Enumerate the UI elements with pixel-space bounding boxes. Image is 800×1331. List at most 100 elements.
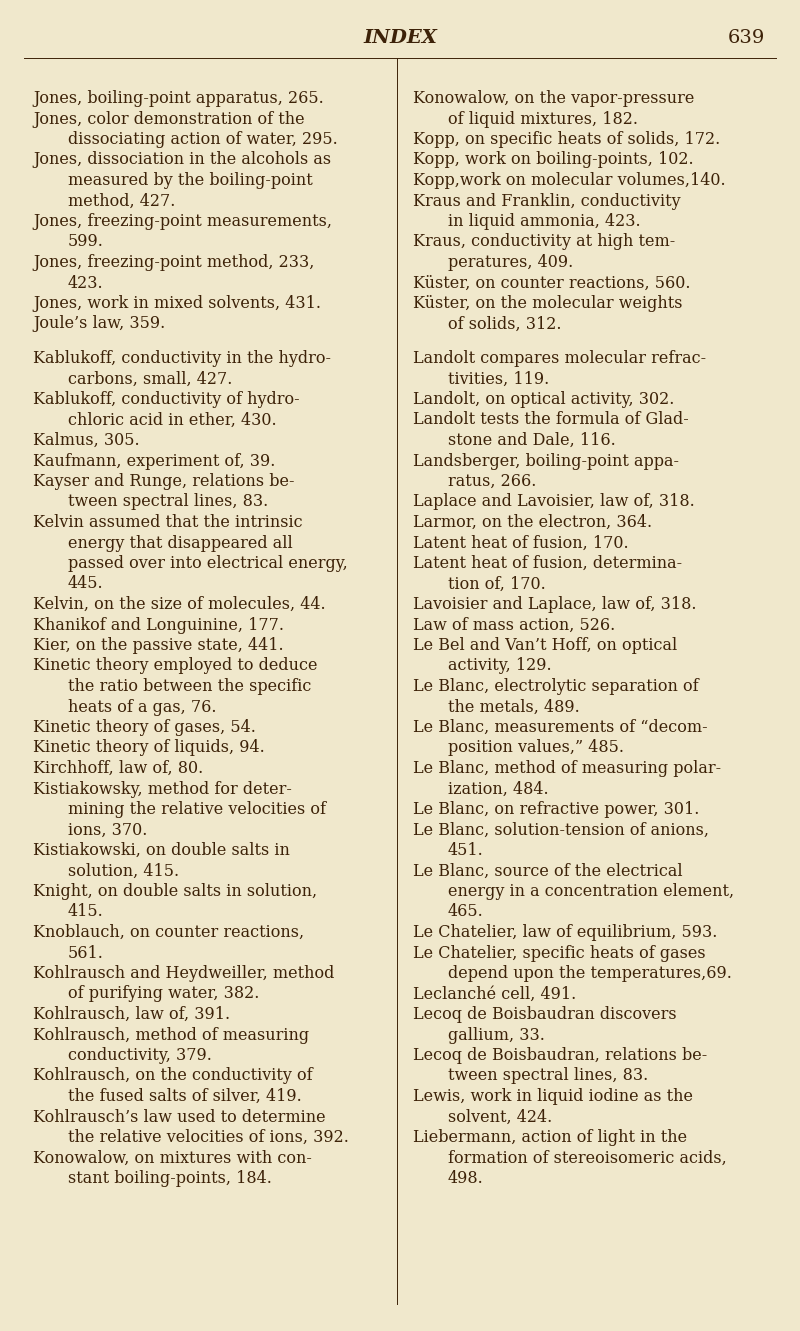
Text: Khanikof and Longuinine, 177.: Khanikof and Longuinine, 177. <box>33 616 284 634</box>
Text: in liquid ammonia, 423.: in liquid ammonia, 423. <box>448 213 641 230</box>
Text: Kalmus, 305.: Kalmus, 305. <box>33 433 140 449</box>
Text: 445.: 445. <box>68 575 104 592</box>
Text: 451.: 451. <box>448 843 484 858</box>
Text: tivities, 119.: tivities, 119. <box>448 370 550 387</box>
Text: Leclanché cell, 491.: Leclanché cell, 491. <box>413 985 576 1002</box>
Text: Jones, freezing-point measurements,: Jones, freezing-point measurements, <box>33 213 332 230</box>
Text: energy in a concentration element,: energy in a concentration element, <box>448 882 734 900</box>
Text: Liebermann, action of light in the: Liebermann, action of light in the <box>413 1129 687 1146</box>
Text: Kinetic theory employed to deduce: Kinetic theory employed to deduce <box>33 658 318 675</box>
Text: 465.: 465. <box>448 904 484 921</box>
Text: Kopp, work on boiling-points, 102.: Kopp, work on boiling-points, 102. <box>413 152 694 169</box>
Text: conductivity, 379.: conductivity, 379. <box>68 1047 212 1063</box>
Text: 639: 639 <box>728 29 765 47</box>
Text: Kohlrausch and Heydweiller, method: Kohlrausch and Heydweiller, method <box>33 965 334 982</box>
Text: Law of mass action, 526.: Law of mass action, 526. <box>413 616 615 634</box>
Text: Le Blanc, method of measuring polar-: Le Blanc, method of measuring polar- <box>413 760 721 777</box>
Text: Le Chatelier, law of equilibrium, 593.: Le Chatelier, law of equilibrium, 593. <box>413 924 718 941</box>
Text: gallium, 33.: gallium, 33. <box>448 1026 545 1044</box>
Text: carbons, small, 427.: carbons, small, 427. <box>68 370 232 387</box>
Text: INDEX: INDEX <box>363 29 437 47</box>
Text: the metals, 489.: the metals, 489. <box>448 699 580 716</box>
Text: Kinetic theory of gases, 54.: Kinetic theory of gases, 54. <box>33 719 256 736</box>
Text: 423.: 423. <box>68 274 104 291</box>
Text: of solids, 312.: of solids, 312. <box>448 315 562 333</box>
Text: mining the relative velocities of: mining the relative velocities of <box>68 801 326 819</box>
Text: activity, 129.: activity, 129. <box>448 658 552 675</box>
Text: Landsberger, boiling-point appa-: Landsberger, boiling-point appa- <box>413 453 679 470</box>
Text: Kablukoff, conductivity of hydro-: Kablukoff, conductivity of hydro- <box>33 391 300 409</box>
Text: 415.: 415. <box>68 904 104 921</box>
Text: Le Bel and Van’t Hoff, on optical: Le Bel and Van’t Hoff, on optical <box>413 638 678 654</box>
Text: Kelvin assumed that the intrinsic: Kelvin assumed that the intrinsic <box>33 514 302 531</box>
Text: Le Chatelier, specific heats of gases: Le Chatelier, specific heats of gases <box>413 945 706 961</box>
Text: Jones, color demonstration of the: Jones, color demonstration of the <box>33 110 305 128</box>
Text: tween spectral lines, 83.: tween spectral lines, 83. <box>448 1067 648 1085</box>
Text: Knight, on double salts in solution,: Knight, on double salts in solution, <box>33 882 317 900</box>
Text: Kayser and Runge, relations be-: Kayser and Runge, relations be- <box>33 473 294 490</box>
Text: Kraus, conductivity at high tem-: Kraus, conductivity at high tem- <box>413 233 675 250</box>
Text: Kohlrausch, on the conductivity of: Kohlrausch, on the conductivity of <box>33 1067 313 1085</box>
Text: method, 427.: method, 427. <box>68 193 175 209</box>
Text: Konowalow, on the vapor-pressure: Konowalow, on the vapor-pressure <box>413 91 694 106</box>
Text: depend upon the temperatures,69.: depend upon the temperatures,69. <box>448 965 732 982</box>
Text: Lecoq de Boisbaudran discovers: Lecoq de Boisbaudran discovers <box>413 1006 677 1024</box>
Text: chloric acid in ether, 430.: chloric acid in ether, 430. <box>68 411 277 429</box>
Text: heats of a gas, 76.: heats of a gas, 76. <box>68 699 217 716</box>
Text: Kohlrausch, method of measuring: Kohlrausch, method of measuring <box>33 1026 309 1044</box>
Text: energy that disappeared all: energy that disappeared all <box>68 535 293 551</box>
Text: solvent, 424.: solvent, 424. <box>448 1109 552 1126</box>
Text: formation of stereoisomeric acids,: formation of stereoisomeric acids, <box>448 1150 726 1166</box>
Text: 599.: 599. <box>68 233 104 250</box>
Text: Laplace and Lavoisier, law of, 318.: Laplace and Lavoisier, law of, 318. <box>413 494 694 511</box>
Text: Kaufmann, experiment of, 39.: Kaufmann, experiment of, 39. <box>33 453 275 470</box>
Text: Le Blanc, source of the electrical: Le Blanc, source of the electrical <box>413 862 682 880</box>
Text: 561.: 561. <box>68 945 104 961</box>
Text: Le Blanc, measurements of “decom-: Le Blanc, measurements of “decom- <box>413 719 708 736</box>
Text: Kohlrausch, law of, 391.: Kohlrausch, law of, 391. <box>33 1006 230 1024</box>
Text: Kopp,work on molecular volumes,140.: Kopp,work on molecular volumes,140. <box>413 172 726 189</box>
Text: Lavoisier and Laplace, law of, 318.: Lavoisier and Laplace, law of, 318. <box>413 596 697 614</box>
Text: passed over into electrical energy,: passed over into electrical energy, <box>68 555 348 572</box>
Text: Jones, boiling-point apparatus, 265.: Jones, boiling-point apparatus, 265. <box>33 91 324 106</box>
Text: Küster, on counter reactions, 560.: Küster, on counter reactions, 560. <box>413 274 690 291</box>
Text: Kistiakowski, on double salts in: Kistiakowski, on double salts in <box>33 843 290 858</box>
Text: Latent heat of fusion, determina-: Latent heat of fusion, determina- <box>413 555 682 572</box>
Text: the fused salts of silver, 419.: the fused salts of silver, 419. <box>68 1087 302 1105</box>
Text: 498.: 498. <box>448 1170 484 1187</box>
Text: ions, 370.: ions, 370. <box>68 821 147 839</box>
Text: measured by the boiling-point: measured by the boiling-point <box>68 172 313 189</box>
Text: Landolt tests the formula of Glad-: Landolt tests the formula of Glad- <box>413 411 689 429</box>
Text: ization, 484.: ization, 484. <box>448 780 549 797</box>
Text: Landolt compares molecular refrac-: Landolt compares molecular refrac- <box>413 350 706 367</box>
Text: Küster, on the molecular weights: Küster, on the molecular weights <box>413 295 682 311</box>
Text: stone and Dale, 116.: stone and Dale, 116. <box>448 433 616 449</box>
Text: peratures, 409.: peratures, 409. <box>448 254 574 272</box>
Text: Kistiakowsky, method for deter-: Kistiakowsky, method for deter- <box>33 780 292 797</box>
Text: ratus, 266.: ratus, 266. <box>448 473 536 490</box>
Text: Kirchhoff, law of, 80.: Kirchhoff, law of, 80. <box>33 760 203 777</box>
Text: tion of, 170.: tion of, 170. <box>448 575 546 592</box>
Text: of purifying water, 382.: of purifying water, 382. <box>68 985 259 1002</box>
Text: Kablukoff, conductivity in the hydro-: Kablukoff, conductivity in the hydro- <box>33 350 331 367</box>
Text: dissociating action of water, 295.: dissociating action of water, 295. <box>68 130 338 148</box>
Text: Jones, work in mixed solvents, 431.: Jones, work in mixed solvents, 431. <box>33 295 321 311</box>
Text: Le Blanc, solution-tension of anions,: Le Blanc, solution-tension of anions, <box>413 821 709 839</box>
Text: the relative velocities of ions, 392.: the relative velocities of ions, 392. <box>68 1129 349 1146</box>
Text: Joule’s law, 359.: Joule’s law, 359. <box>33 315 166 333</box>
Text: Konowalow, on mixtures with con-: Konowalow, on mixtures with con- <box>33 1150 312 1166</box>
Text: Jones, freezing-point method, 233,: Jones, freezing-point method, 233, <box>33 254 314 272</box>
Text: of liquid mixtures, 182.: of liquid mixtures, 182. <box>448 110 638 128</box>
Text: Kinetic theory of liquids, 94.: Kinetic theory of liquids, 94. <box>33 740 265 756</box>
Text: Kier, on the passive state, 441.: Kier, on the passive state, 441. <box>33 638 284 654</box>
Text: Larmor, on the electron, 364.: Larmor, on the electron, 364. <box>413 514 652 531</box>
Text: Kelvin, on the size of molecules, 44.: Kelvin, on the size of molecules, 44. <box>33 596 326 614</box>
Text: Jones, dissociation in the alcohols as: Jones, dissociation in the alcohols as <box>33 152 331 169</box>
Text: the ratio between the specific: the ratio between the specific <box>68 677 311 695</box>
Text: Kohlrausch’s law used to determine: Kohlrausch’s law used to determine <box>33 1109 326 1126</box>
Text: stant boiling-points, 184.: stant boiling-points, 184. <box>68 1170 272 1187</box>
Text: Le Blanc, electrolytic separation of: Le Blanc, electrolytic separation of <box>413 677 698 695</box>
Text: Lecoq de Boisbaudran, relations be-: Lecoq de Boisbaudran, relations be- <box>413 1047 707 1063</box>
Text: position values,” 485.: position values,” 485. <box>448 740 624 756</box>
Text: Lewis, work in liquid iodine as the: Lewis, work in liquid iodine as the <box>413 1087 693 1105</box>
